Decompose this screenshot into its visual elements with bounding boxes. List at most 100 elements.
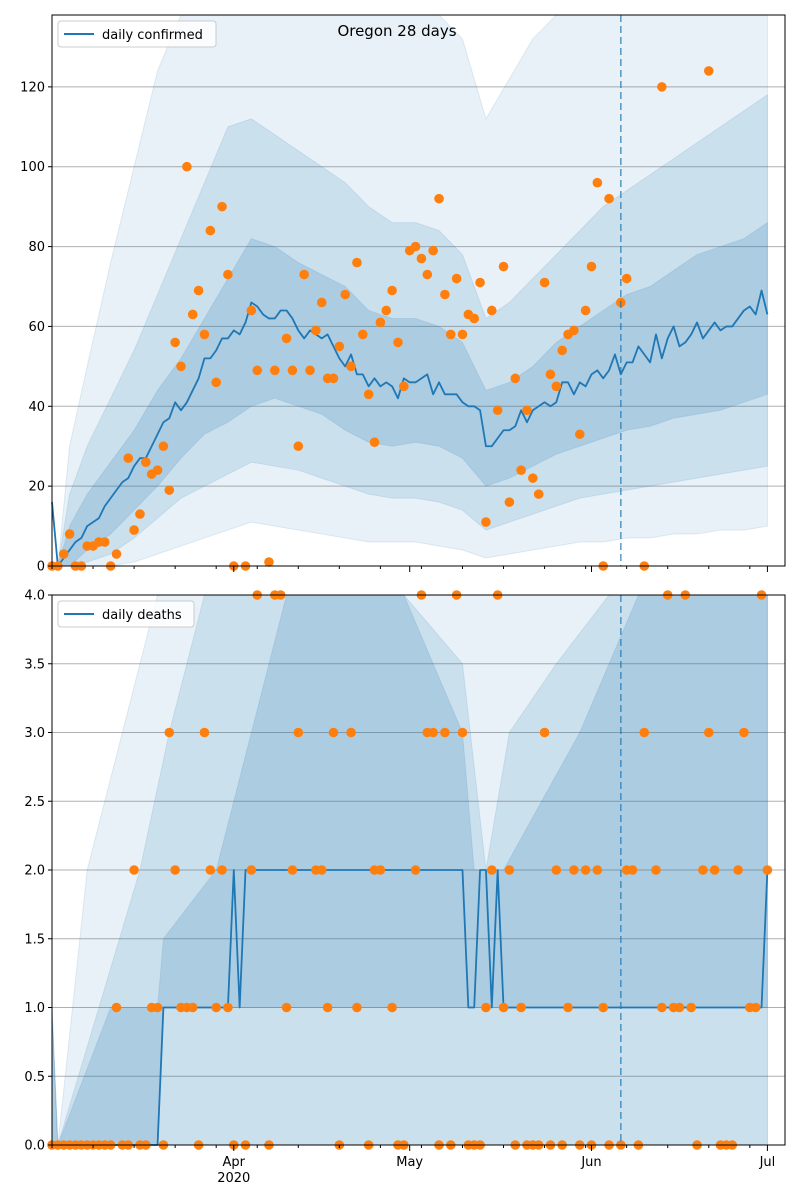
observed-point [481, 517, 491, 527]
legend-label-confirmed: daily confirmed [102, 28, 203, 43]
observed-point [246, 865, 257, 875]
confirmed-uncertainty-bands [51, 14, 768, 567]
observed-point [674, 1002, 685, 1013]
observed-point [639, 727, 650, 738]
observed-point [410, 865, 421, 875]
observed-point [211, 1002, 221, 1013]
observed-point [627, 865, 638, 875]
observed-point [709, 865, 720, 875]
observed-point [545, 369, 556, 380]
observed-point [399, 381, 409, 392]
observed-point [328, 373, 339, 384]
observed-point [750, 1002, 761, 1013]
observed-point [422, 269, 433, 280]
deaths-y-ticks: 0.0 0.5 1.0 1.5 2.0 2.5 3.0 3.5 4.0 [24, 589, 52, 1154]
observed-point [170, 865, 180, 875]
uncertainty-band-15-85 [51, 93, 768, 567]
observed-point [428, 245, 438, 256]
confirmed-observed-points [47, 66, 714, 571]
observed-point [416, 253, 427, 264]
x-tick-label: May [396, 1155, 423, 1170]
observed-point [352, 1002, 362, 1013]
observed-point [698, 865, 708, 875]
observed-point [328, 727, 339, 738]
deaths-median-line [52, 869, 769, 1146]
observed-point [305, 365, 315, 376]
y-tick-label: 100 [20, 160, 45, 175]
observed-point [445, 329, 456, 340]
observed-point [287, 865, 298, 875]
y-tick-label: 4.0 [24, 589, 45, 604]
observed-point [311, 325, 321, 336]
observed-point [152, 1002, 163, 1013]
observed-point [357, 329, 368, 340]
observed-point [551, 381, 562, 392]
observed-point [111, 1002, 122, 1013]
observed-point [281, 1002, 292, 1013]
deaths-legend: daily deaths [57, 600, 195, 628]
observed-point [193, 285, 204, 296]
observed-point [129, 525, 139, 535]
observed-point [580, 865, 591, 875]
observed-point [211, 377, 221, 388]
observed-point [205, 865, 216, 875]
observed-point [123, 453, 134, 463]
observed-point [516, 465, 526, 475]
observed-point [598, 1002, 609, 1013]
observed-point [481, 1002, 491, 1013]
x-tick-label: Apr [223, 1155, 246, 1170]
observed-point [252, 365, 263, 376]
observed-point [487, 305, 497, 316]
observed-point [299, 269, 309, 280]
observed-point [487, 865, 497, 875]
observed-point [604, 193, 614, 204]
observed-point [223, 269, 233, 280]
observed-point [510, 373, 521, 384]
y-tick-label: 2.5 [24, 795, 45, 810]
observed-point [686, 1002, 696, 1013]
observed-point [293, 727, 304, 738]
observed-point [316, 865, 327, 875]
observed-point [539, 277, 550, 288]
confirmed-x-ticks [51, 566, 768, 572]
observed-point [170, 337, 180, 348]
observed-point [469, 313, 480, 324]
observed-point [316, 297, 327, 308]
observed-point [176, 361, 186, 372]
observed-point [158, 441, 169, 452]
observed-point [498, 261, 509, 272]
observed-point [270, 365, 280, 376]
observed-point [223, 1002, 233, 1013]
observed-point [187, 1002, 198, 1013]
y-tick-label: 80 [28, 240, 45, 255]
observed-point [551, 865, 562, 875]
observed-point [539, 727, 550, 738]
y-tick-label: 2.0 [24, 864, 45, 879]
legend-label-deaths: daily deaths [102, 608, 182, 623]
observed-point [199, 727, 210, 738]
observed-point [375, 865, 386, 875]
observed-point [492, 405, 503, 416]
observed-point [58, 549, 69, 559]
observed-point [246, 305, 257, 316]
observed-point [346, 727, 356, 738]
y-tick-label: 20 [28, 480, 45, 495]
observed-point [504, 865, 515, 875]
x-tick-label: Jul [759, 1155, 776, 1170]
observed-point [346, 361, 356, 372]
confirmed-y-ticks: 0 20 40 60 80 100 120 [20, 80, 52, 575]
observed-point [375, 317, 386, 328]
observed-point [440, 727, 450, 738]
observed-point [205, 225, 216, 236]
observed-point [651, 865, 661, 875]
observed-point [703, 66, 714, 76]
chart-title: Oregon 28 days [337, 22, 456, 40]
observed-point [217, 201, 227, 212]
observed-point [164, 485, 175, 495]
observed-point [99, 537, 110, 547]
y-tick-label: 120 [20, 80, 45, 95]
observed-point [569, 865, 579, 875]
observed-point [393, 337, 403, 348]
observed-point [569, 325, 579, 336]
